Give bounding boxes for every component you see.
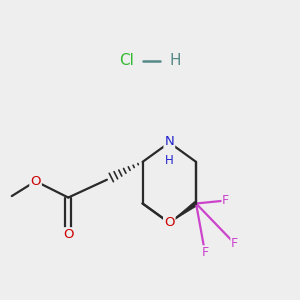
Text: F: F bbox=[201, 246, 208, 259]
Text: F: F bbox=[222, 194, 230, 207]
Text: O: O bbox=[63, 228, 74, 241]
Text: F: F bbox=[231, 237, 238, 250]
Polygon shape bbox=[169, 201, 198, 223]
Text: N: N bbox=[164, 135, 174, 148]
Text: H: H bbox=[165, 154, 174, 167]
Text: Cl: Cl bbox=[119, 53, 134, 68]
Text: O: O bbox=[164, 216, 175, 229]
Text: H: H bbox=[169, 53, 181, 68]
Text: O: O bbox=[30, 175, 41, 188]
